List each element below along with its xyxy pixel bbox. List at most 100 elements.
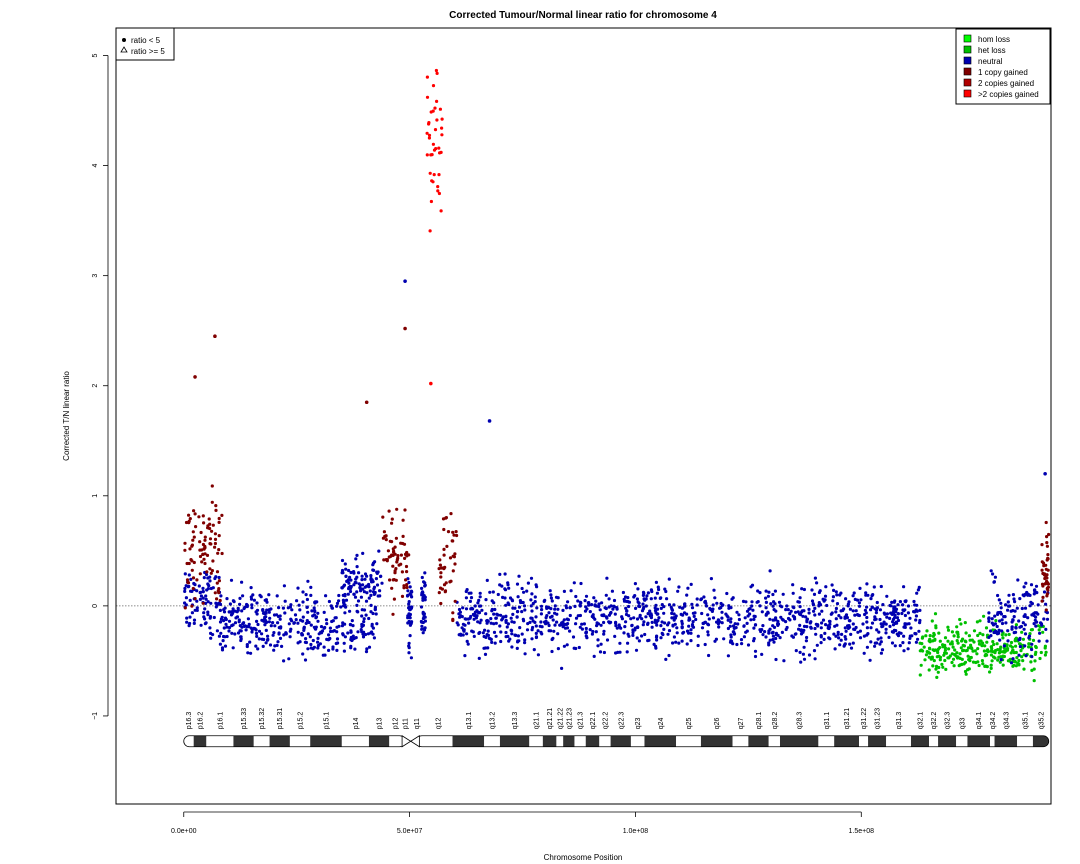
data-point xyxy=(998,619,1002,623)
data-point xyxy=(605,638,610,642)
data-point xyxy=(768,627,772,631)
y-tick-label: 1 xyxy=(92,494,99,498)
data-point xyxy=(276,640,280,644)
data-point xyxy=(870,594,874,598)
data-point xyxy=(865,605,869,609)
data-point xyxy=(712,588,716,592)
data-point xyxy=(451,611,455,615)
data-point xyxy=(994,629,998,633)
data-point xyxy=(895,621,899,625)
data-point xyxy=(546,621,550,625)
data-point xyxy=(778,636,782,640)
data-point xyxy=(932,659,936,663)
data-point xyxy=(267,620,271,624)
data-point xyxy=(386,549,390,553)
data-point xyxy=(1001,663,1005,667)
data-point xyxy=(550,599,554,603)
data-point xyxy=(203,607,207,611)
data-point xyxy=(425,95,430,99)
data-point xyxy=(281,606,285,610)
data-point xyxy=(910,634,914,638)
data-point xyxy=(240,580,244,584)
data-point xyxy=(805,620,809,624)
data-point xyxy=(562,618,566,622)
data-point xyxy=(584,594,589,598)
data-point xyxy=(404,578,408,582)
data-point xyxy=(997,651,1002,655)
ideogram-band xyxy=(253,735,270,747)
data-point xyxy=(767,590,771,594)
data-point xyxy=(523,608,527,612)
data-point xyxy=(618,641,622,645)
data-point xyxy=(928,647,932,651)
plot-area xyxy=(116,68,1051,683)
data-point xyxy=(536,653,541,657)
data-point xyxy=(745,609,750,613)
data-point xyxy=(989,663,993,667)
data-point xyxy=(465,639,469,644)
data-point xyxy=(922,645,926,649)
data-point xyxy=(562,644,567,648)
data-point xyxy=(553,623,557,627)
data-point xyxy=(659,636,663,640)
data-point xyxy=(264,628,268,633)
data-point xyxy=(895,616,900,620)
data-point xyxy=(812,609,816,613)
data-point xyxy=(510,645,514,649)
data-point xyxy=(201,586,205,591)
data-point xyxy=(858,636,863,640)
data-point xyxy=(335,637,340,641)
data-point xyxy=(233,632,237,636)
data-point xyxy=(771,624,775,628)
data-point xyxy=(664,589,668,594)
data-point xyxy=(1019,624,1024,629)
data-point xyxy=(423,583,427,587)
data-point xyxy=(641,602,645,606)
data-point xyxy=(523,652,527,656)
data-point xyxy=(912,610,916,614)
data-point xyxy=(197,515,201,519)
data-point xyxy=(830,583,834,587)
data-point xyxy=(875,600,879,605)
data-point xyxy=(432,173,436,177)
data-point xyxy=(729,617,733,621)
x-axis-label: Chromosome Position xyxy=(544,853,623,862)
data-point xyxy=(851,641,855,645)
data-point xyxy=(1023,606,1028,610)
data-point xyxy=(780,605,784,609)
chart-title: Corrected Tumour/Normal linear ratio for… xyxy=(449,10,717,21)
data-point xyxy=(1021,621,1025,625)
data-point xyxy=(846,602,851,606)
data-point xyxy=(273,624,277,628)
data-point xyxy=(373,590,377,595)
data-point xyxy=(933,638,937,642)
data-point xyxy=(402,586,406,590)
data-point xyxy=(247,622,251,627)
data-point xyxy=(220,551,224,556)
data-point xyxy=(193,512,197,516)
data-point xyxy=(934,664,939,669)
data-point xyxy=(422,614,426,618)
data-point xyxy=(1029,628,1033,632)
data-point xyxy=(360,578,364,582)
data-point xyxy=(293,613,298,617)
data-point xyxy=(309,585,313,590)
data-point xyxy=(343,611,347,615)
data-point xyxy=(917,585,921,590)
data-point xyxy=(328,626,332,630)
data-point xyxy=(369,593,373,598)
data-point xyxy=(204,594,208,598)
data-point xyxy=(492,612,496,616)
data-point xyxy=(263,623,267,627)
data-point xyxy=(199,548,204,552)
data-point xyxy=(366,632,370,636)
data-point xyxy=(833,624,837,628)
data-point xyxy=(870,605,875,609)
data-point xyxy=(453,552,457,556)
data-point xyxy=(950,640,954,644)
data-point xyxy=(903,599,907,603)
data-point xyxy=(618,650,622,654)
data-point xyxy=(951,657,956,661)
data-point xyxy=(261,644,265,649)
data-point xyxy=(670,607,674,611)
